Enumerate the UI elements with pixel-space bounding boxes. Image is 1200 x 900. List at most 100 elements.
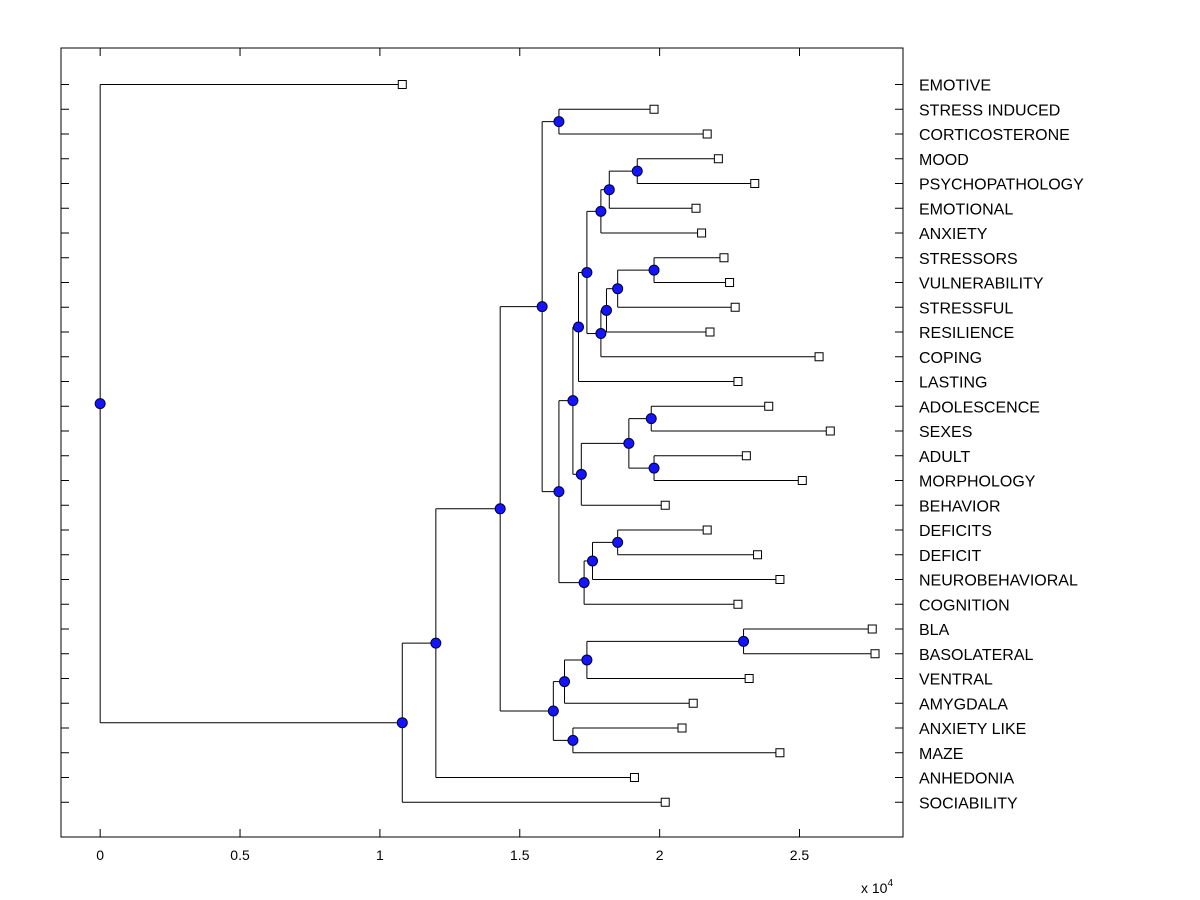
merge-node-marker	[648, 264, 660, 276]
plot-frame	[60, 47, 904, 838]
leaf-label: VENTRAL	[919, 672, 993, 689]
leaf-label: DEFICIT	[919, 548, 981, 565]
leaf-label: STRESSFUL	[919, 300, 1013, 317]
merge-node-marker	[573, 321, 585, 333]
merge-node-marker	[396, 717, 408, 729]
leaf-label: MORPHOLOGY	[919, 474, 1036, 491]
leaf-label: ADULT	[919, 449, 970, 466]
leaf-marker	[649, 104, 659, 114]
merge-node-marker	[553, 116, 565, 128]
leaf-marker	[719, 253, 729, 263]
leaf-marker	[764, 401, 774, 411]
x-tick-label: 2	[656, 847, 664, 863]
leaf-marker	[705, 327, 715, 337]
leaf-marker	[814, 352, 824, 362]
leaf-marker	[775, 748, 785, 758]
leaf-label: PSYCHOPATHOLOGY	[919, 177, 1084, 194]
merge-node-marker	[567, 395, 579, 407]
leaf-marker	[775, 575, 785, 584]
leaf-marker	[702, 525, 712, 535]
leaf-marker	[753, 550, 763, 560]
leaf-markers	[397, 80, 880, 807]
leaf-label: COPING	[919, 350, 982, 367]
leaf-label: BEHAVIOR	[919, 498, 1001, 515]
leaf-label: BASOLATERAL	[919, 647, 1034, 664]
tick-marks	[61, 48, 903, 837]
leaf-marker	[797, 476, 807, 485]
leaf-label: RESILIENCE	[919, 325, 1014, 342]
leaf-label: ANXIETY	[919, 226, 988, 243]
merge-node-marker	[567, 734, 579, 746]
leaf-label: MOOD	[919, 152, 969, 169]
merge-node-marker	[645, 413, 657, 425]
leaf-label: EMOTIVE	[919, 78, 991, 95]
leaf-label: DEFICITS	[919, 523, 992, 540]
leaf-marker	[867, 624, 877, 634]
leaf-label: LASTING	[919, 375, 987, 392]
merge-node-marker	[648, 462, 660, 474]
x-tick-label: 1.5	[510, 847, 530, 863]
leaf-marker	[730, 302, 740, 312]
leaf-marker	[733, 377, 743, 386]
leaf-labels: EMOTIVE STRESS INDUCED CORTICOSTERONE MOOD P…	[919, 78, 1084, 813]
leaf-marker	[702, 129, 712, 139]
leaf-label: ADOLESCENCE	[919, 399, 1040, 416]
merge-node-marker	[94, 398, 106, 410]
leaf-marker	[725, 278, 735, 287]
merge-node-marker	[553, 486, 565, 498]
merge-node-marker	[494, 503, 506, 515]
leaf-marker	[660, 797, 670, 807]
leaf-marker	[741, 451, 751, 461]
x-exponent-power: 4	[887, 878, 893, 889]
leaf-marker	[660, 500, 670, 510]
leaf-marker	[733, 599, 743, 609]
merge-node-marker	[575, 468, 587, 480]
merge-node-marker	[595, 328, 607, 340]
merge-node-marker	[430, 637, 442, 649]
leaf-label: ANXIETY LIKE	[919, 721, 1026, 738]
merge-node-marker	[603, 184, 615, 196]
leaf-marker	[744, 674, 754, 683]
leaf-marker	[688, 698, 698, 708]
leaf-marker	[697, 228, 707, 238]
x-tick-label: 2.5	[790, 847, 810, 863]
merge-node-marker	[559, 676, 571, 688]
leaf-label: MAZE	[919, 746, 963, 763]
leaf-marker	[397, 80, 407, 89]
x-tick-labels: 0 0.5 1 1.5 2 2.5	[96, 847, 809, 863]
leaf-label: EMOTIONAL	[919, 201, 1013, 218]
merge-node-marker	[612, 283, 624, 295]
merge-node-marker	[623, 437, 635, 449]
merge-node-marker	[536, 301, 548, 313]
x-exponent-base: x 10	[861, 880, 888, 896]
leaf-label: NEUROBEHAVIORAL	[919, 573, 1078, 590]
leaf-label: BLA	[919, 622, 950, 639]
merge-node-marker	[631, 165, 643, 177]
leaf-marker	[629, 773, 639, 782]
leaf-marker	[750, 179, 760, 188]
merge-node-marker	[581, 654, 593, 666]
merge-node-marker	[586, 555, 598, 567]
merge-node-marker	[581, 266, 593, 278]
merge-node-marker	[595, 205, 607, 217]
leaf-marker	[677, 723, 687, 733]
x-tick-label: 1	[376, 847, 384, 863]
merge-node-marker	[612, 536, 624, 548]
merge-node-marker	[738, 635, 750, 647]
x-exponent-label: x 104	[861, 878, 893, 896]
leaf-label: SEXES	[919, 424, 972, 441]
x-tick-label: 0	[96, 847, 104, 863]
merge-node-markers	[94, 116, 750, 746]
leaf-label: AMYGDALA	[919, 696, 1008, 713]
leaf-marker	[825, 426, 835, 436]
leaf-marker	[691, 203, 701, 213]
leaf-marker	[713, 154, 723, 164]
leaf-label: COGNITION	[919, 597, 1010, 614]
x-tick-label: 0.5	[230, 847, 250, 863]
leaf-label: STRESS INDUCED	[919, 102, 1060, 119]
leaf-label: SOCIABILITY	[919, 795, 1018, 812]
leaf-label: ANHEDONIA	[919, 771, 1014, 788]
merge-node-marker	[578, 577, 590, 589]
